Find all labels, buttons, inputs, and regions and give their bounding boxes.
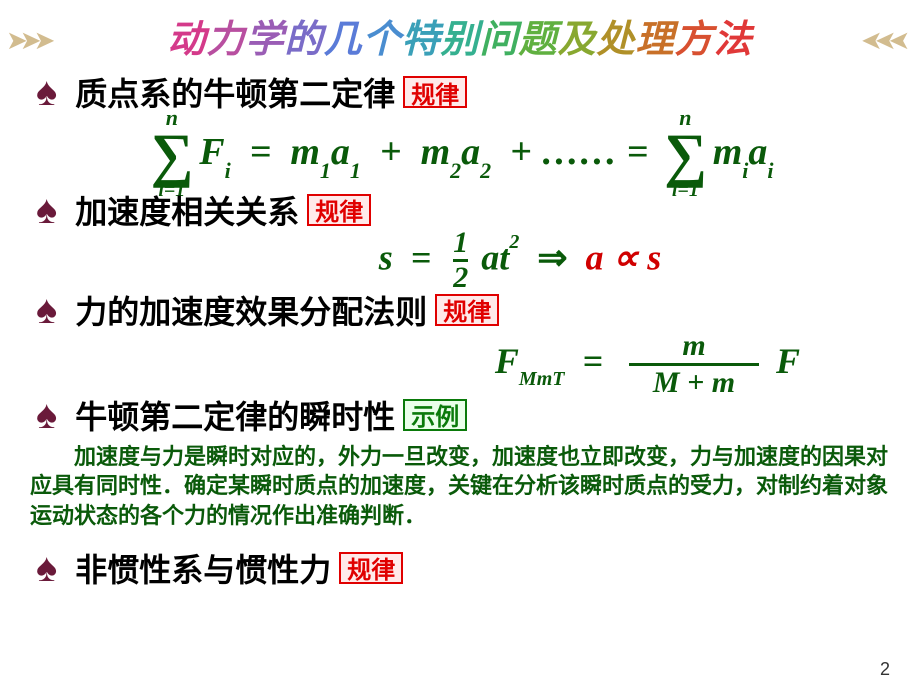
section-1-tag: 规律	[403, 76, 467, 108]
slide-title: 动力学的几个特别问题及处理方法	[167, 8, 752, 63]
bullet-spade-icon: ♠	[36, 395, 57, 435]
section-1-heading: 质点系的牛顿第二定律	[75, 69, 395, 115]
title-decoration-left: ➤➤➤	[6, 26, 47, 56]
bullet-spade-icon: ♠	[36, 72, 57, 112]
section-2-tag: 规律	[307, 194, 371, 226]
bullet-spade-icon: ♠	[36, 290, 57, 330]
sigma-left: n ∑ i=1	[150, 109, 193, 199]
section-4-paragraph: 加速度与力是瞬时对应的，外力一旦改变，加速度也立即改变，力与加速度的因果对应具有…	[0, 438, 920, 531]
formula-1: n ∑ i=1 Fi = m1a1 + m2a2 + …… = n ∑ i=1 …	[0, 109, 920, 199]
formula-3: FMmT = m M + m F	[0, 331, 920, 398]
section-5-tag: 规律	[339, 552, 403, 584]
section-3: ♠ 力的加速度效果分配法则 规律	[0, 287, 920, 333]
sigma-right: n ∑ i=1	[664, 109, 707, 199]
section-4: ♠ 牛顿第二定律的瞬时性 示例	[0, 392, 920, 438]
page-number: 2	[880, 659, 890, 680]
section-5: ♠ 非惯性系与惯性力 规律	[0, 545, 920, 591]
section-4-tag: 示例	[403, 399, 467, 431]
bullet-spade-icon: ♠	[36, 548, 57, 588]
section-2-heading: 加速度相关关系	[75, 187, 299, 233]
section-4-heading: 牛顿第二定律的瞬时性	[75, 392, 395, 438]
formula-2: s = 1 2 at2 ⇒ a ∝ s	[0, 229, 920, 293]
bullet-spade-icon: ♠	[36, 190, 57, 230]
slide-title-area: ➤➤➤ 动力学的几个特别问题及处理方法 ➤➤➤	[0, 0, 920, 63]
section-5-heading: 非惯性系与惯性力	[75, 545, 331, 591]
title-decoration-right: ➤➤➤	[869, 26, 910, 56]
section-3-tag: 规律	[435, 294, 499, 326]
section-3-heading: 力的加速度效果分配法则	[75, 287, 427, 333]
